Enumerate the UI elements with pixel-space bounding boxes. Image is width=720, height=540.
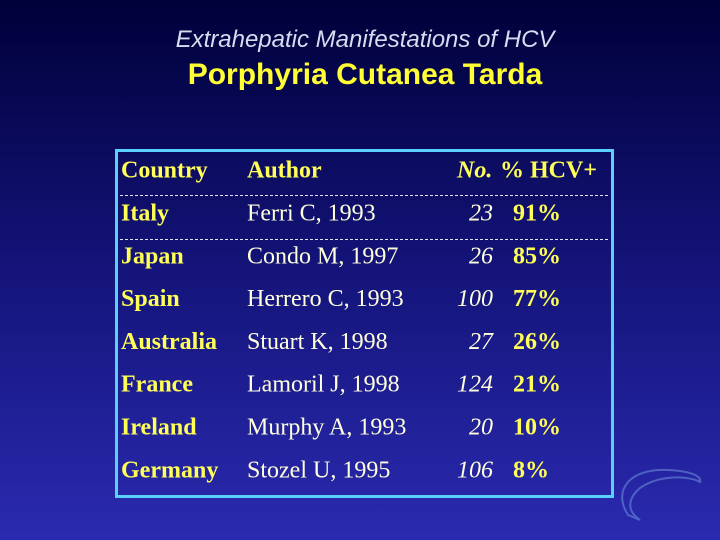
- hcv-percent: 10%: [513, 415, 561, 441]
- patient-count: 100: [457, 286, 493, 312]
- country: Germany: [121, 457, 218, 483]
- hcv-percent: 21%: [513, 372, 561, 398]
- author: Herrero C, 1993: [247, 286, 404, 312]
- author: Stuart K, 1998: [247, 329, 388, 355]
- author: Ferri C, 1993: [247, 201, 376, 227]
- patient-count: 106: [457, 457, 493, 483]
- country: Italy: [121, 201, 169, 227]
- title: Porphyria Cutanea Tarda: [188, 58, 543, 91]
- hcv-percent: 8%: [513, 457, 549, 483]
- author: Lamoril J, 1998: [247, 372, 400, 398]
- author: Stozel U, 1995: [247, 457, 390, 483]
- country: Japan: [121, 243, 184, 269]
- column-header: Author: [247, 158, 322, 184]
- hcv-percent: 26%: [513, 329, 561, 355]
- country: Spain: [121, 286, 180, 312]
- subtitle: Extrahepatic Manifestations of HCV: [176, 26, 557, 53]
- column-header: No.: [456, 158, 492, 184]
- country: Australia: [121, 329, 217, 355]
- table: Country Author No. % HCV+ Italy Ferri C, 1993…: [121, 158, 597, 484]
- author: Condo M, 1997: [247, 243, 398, 269]
- patient-count: 26: [469, 243, 493, 269]
- country: Ireland: [121, 415, 197, 441]
- patient-count: 23: [469, 201, 493, 227]
- patient-count: 27: [469, 329, 494, 355]
- logo: [621, 468, 702, 521]
- author: Murphy A, 1993: [247, 415, 406, 441]
- country: France: [121, 372, 193, 398]
- column-header: % HCV+: [500, 158, 597, 184]
- patient-count: 124: [457, 372, 493, 398]
- patient-count: 20: [469, 415, 493, 441]
- hcv-percent: 91%: [513, 201, 561, 227]
- hcv-percent: 77%: [513, 286, 561, 312]
- hcv-percent: 85%: [513, 243, 561, 269]
- column-header: Country: [121, 158, 208, 184]
- table-frame: [115, 149, 614, 498]
